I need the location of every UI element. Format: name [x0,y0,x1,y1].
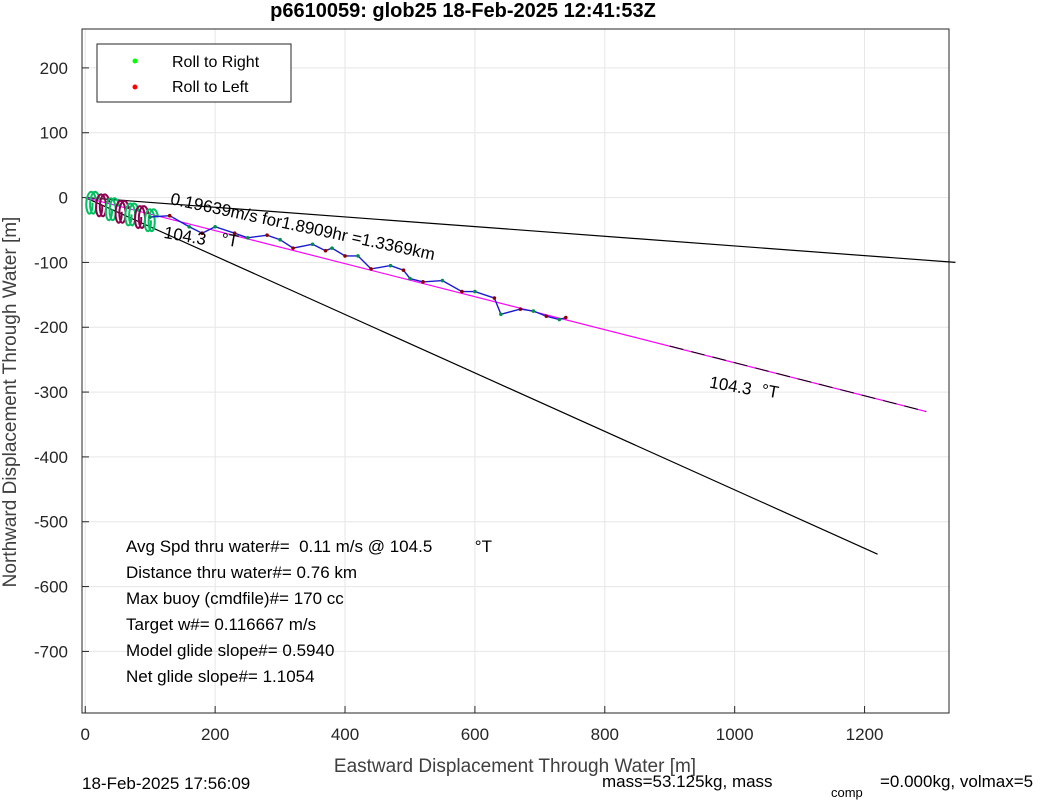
track-point [245,235,250,240]
line-bound-lower [85,197,878,555]
track-point [499,312,503,317]
track-line [150,214,567,321]
track-point [265,233,269,237]
y-tick-label: -700 [34,642,68,661]
y-axis-ticks: 200 100 0 -100 -200 -300 -400 -500 -600 -700 [34,59,89,661]
x-tick-label: 400 [331,725,359,744]
y-tick-label: -600 [34,578,68,597]
legend-label-roll-right: Roll to Right [172,54,260,71]
x-tick-label: 0 [81,725,90,744]
track-point [278,237,282,242]
footer-timestamp: 18-Feb-2025 17:56:09 [82,774,250,793]
x-tick-label: 800 [591,725,619,744]
y-tick-label: -300 [34,383,68,402]
footer-mass-rest: =0.000kg, volmax=5 [880,772,1033,791]
line-mean-heading-dashed [669,345,927,413]
footer-mass-subscript: comp [831,785,863,800]
legend-marker-roll-right [132,58,138,64]
track-point [460,289,464,294]
track-point [291,246,295,250]
track-point [518,307,523,311]
x-axis-label: Eastward Displacement Through Water [m] [334,756,696,777]
spiral-loop [104,197,121,222]
x-tick-label: 600 [461,725,489,744]
track-point [401,268,406,272]
stat-target-w: Target w#= 0.116667 m/s [126,615,316,634]
legend: Roll to Right Roll to Left [96,43,292,103]
glider-track [148,213,568,322]
track-point [440,278,445,283]
line-annotation: °T [220,229,240,251]
stat-max-buoy: Max buoy (cmdfile)#= 170 cc [126,589,344,608]
y-tick-label: -100 [34,253,68,272]
y-tick-label: -400 [34,448,68,467]
reference-lines [85,196,956,555]
footer-mass: mass=53.125kg, mass [602,772,773,791]
spiral-loop [143,208,160,233]
line-bound-upper [85,196,956,264]
y-tick-label: -500 [34,513,68,532]
track-point [388,263,393,268]
line-annotation: °T [760,381,780,403]
legend-box [96,43,292,103]
track-point [544,314,549,319]
stats-block: Avg Spd thru water#= 0.11 m/s @ 104.5 °T… [126,537,492,686]
track-point [232,231,237,236]
track-point [356,254,360,258]
track-point [557,317,562,322]
x-tick-label: 200 [201,725,229,744]
track-point [310,242,315,247]
track-point [323,248,328,253]
spiral-loop [124,202,140,227]
track-point [167,213,172,218]
y-tick-label: 200 [40,59,68,78]
y-axis-label: Northward Displacement Through Water [m] [0,217,21,588]
track-point [408,276,412,281]
track-point [492,296,497,300]
track-point [473,289,477,294]
track-point [200,231,204,236]
chart-title: p6610059: glob25 18-Feb-2025 12:41:53Z [270,0,656,22]
track-point [564,315,568,320]
track-point [531,309,536,313]
legend-marker-roll-left [132,84,138,90]
stat-avg-speed: Avg Spd thru water#= 0.11 m/s @ 104.5 °T [126,537,492,556]
track-point [187,224,191,229]
stat-net-glide: Net glide slope#= 1.1054 [126,667,315,686]
x-axis-ticks: 0 200 400 600 800 1000 1200 [81,706,884,744]
spiral-dives [85,190,160,233]
legend-label-roll-left: Roll to Left [172,79,249,96]
stat-model-glide: Model glide slope#= 0.5940 [126,641,334,660]
line-annotation: 104.3 [708,373,753,399]
x-tick-label: 1200 [846,725,884,744]
grid [82,29,949,713]
track-point [213,224,217,229]
x-tick-label: 1000 [716,725,754,744]
track-point [148,215,152,219]
track-point [421,280,425,284]
stat-distance: Distance thru water#= 0.76 km [126,563,357,582]
track-point [330,246,334,250]
y-tick-label: -200 [34,318,68,337]
y-tick-label: 100 [40,124,68,143]
track-point [343,254,347,258]
y-tick-label: 0 [59,189,68,208]
track-point [369,267,373,271]
plot-frame [81,28,950,714]
